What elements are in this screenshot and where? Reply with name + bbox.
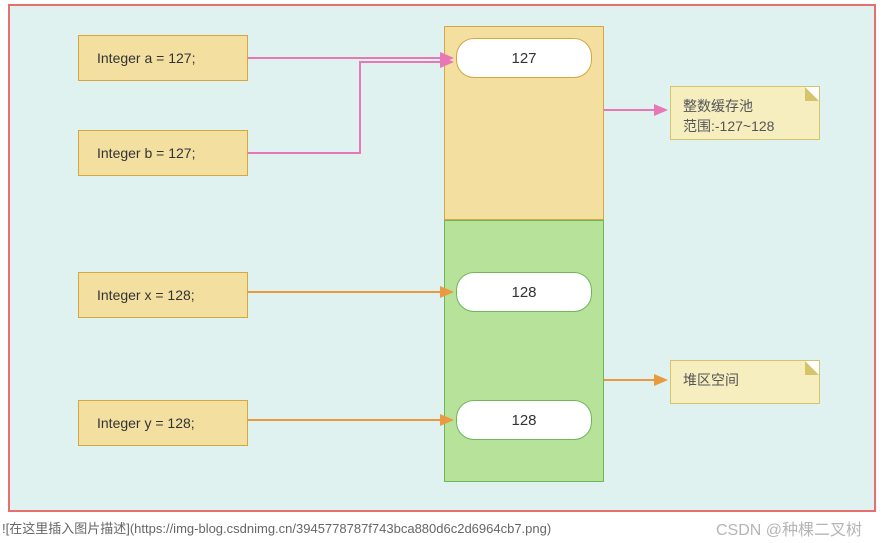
box-b: Integer b = 127; [78,130,248,176]
slot-128-y: 128 [456,400,592,440]
box-a: Integer a = 127; [78,35,248,81]
box-x: Integer x = 128; [78,272,248,318]
note-line: 范围:-127~128 [683,117,807,137]
note-fold-icon [805,87,819,101]
note-cache: 整数缓存池范围:-127~128 [670,86,820,140]
cache-slot-127: 127 [456,38,592,78]
watermark-text: CSDN @种棵二叉树 [716,516,862,540]
markdown-caption: ![在这里插入图片描述](https://img-blog.csdnimg.cn… [2,518,551,537]
slot-128-x: 128 [456,272,592,312]
diagram-canvas: 127 128 128 Integer a = 127; Integer b = 127… [0,0,884,543]
heap-region [444,220,604,482]
box-y: Integer y = 128; [78,400,248,446]
note-line: 堆区空间 [683,371,807,391]
note-fold-icon [805,361,819,375]
note-line: 整数缓存池 [683,97,807,117]
note-heap: 堆区空间 [670,360,820,404]
